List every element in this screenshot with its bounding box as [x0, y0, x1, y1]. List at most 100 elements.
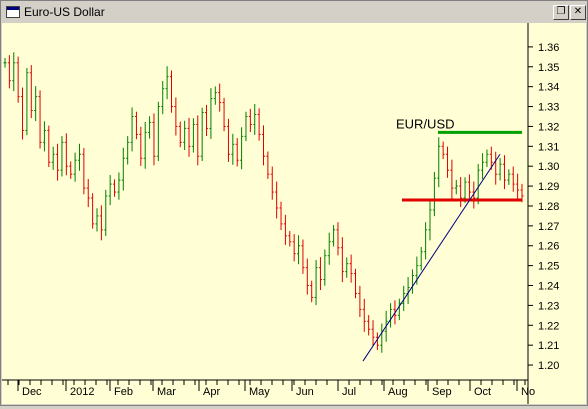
price-bar — [314, 259, 318, 306]
price-bar — [16, 56, 20, 103]
price-bar — [502, 155, 506, 190]
price-bar — [21, 87, 25, 140]
price-bar — [354, 268, 358, 299]
y-axis: 1.20 1.21 1.22 1.23 1.24 1.25 1.26 1.27 1.28 1.29… — [528, 42, 559, 372]
price-bar — [367, 315, 371, 336]
y-tick-label: 1.32 — [538, 121, 559, 133]
y-tick-label: 1.26 — [538, 241, 559, 253]
price-bar — [104, 189, 108, 237]
price-bar — [432, 171, 436, 217]
y-tick-label: 1.22 — [538, 320, 559, 332]
x-tick-label: Dec — [22, 386, 42, 398]
x-tick-label: No — [521, 386, 535, 398]
price-bar — [156, 101, 160, 162]
price-bar — [108, 175, 112, 206]
price-bar — [481, 153, 485, 180]
price-bar — [205, 104, 209, 137]
price-bar — [240, 127, 244, 170]
y-tick-label: 1.23 — [538, 300, 559, 312]
price-bar — [485, 149, 489, 167]
chart-area: EUR/USD 1.20 1.21 1.22 1.23 1.24 1.25 1.26 1.27… — [2, 23, 586, 404]
price-bar — [25, 67, 29, 136]
x-tick-label: Mar — [157, 386, 176, 398]
x-axis: Dec 2012 Feb Mar Apr May Jun Jul Aug Sep Oct No — [7, 380, 535, 398]
price-bar — [516, 173, 520, 201]
restore-button[interactable]: ❐ — [553, 5, 569, 20]
price-bar — [288, 231, 292, 247]
price-bar — [253, 103, 257, 135]
price-bar — [345, 257, 349, 278]
price-bar — [174, 97, 178, 136]
price-bar — [7, 55, 11, 89]
price-bar — [38, 90, 42, 149]
price-bar — [117, 172, 121, 200]
price-bar — [318, 257, 322, 291]
price-bar — [47, 125, 51, 167]
price-bar — [73, 152, 77, 182]
price-bar — [82, 148, 86, 195]
price-bar — [332, 225, 336, 247]
price-bar — [148, 116, 152, 139]
y-tick-label: 1.31 — [538, 141, 559, 153]
price-bar — [292, 234, 296, 262]
price-bar — [51, 146, 55, 170]
trend-line — [362, 153, 501, 362]
price-bar — [196, 115, 200, 166]
price-bar — [152, 113, 156, 166]
price-bars — [3, 52, 524, 353]
price-bar — [130, 107, 134, 152]
price-bar — [428, 199, 432, 241]
price-bar — [340, 237, 344, 283]
price-bar — [178, 121, 182, 148]
price-bar — [380, 323, 384, 353]
price-bar — [450, 159, 454, 199]
price-bar — [56, 143, 60, 181]
price-bar — [12, 52, 16, 92]
price-bar — [454, 179, 458, 195]
price-bar — [95, 208, 99, 232]
price-bar — [161, 81, 165, 115]
price-bar — [494, 151, 498, 185]
price-bar — [231, 133, 235, 165]
price-bar — [476, 163, 480, 205]
y-tick-label: 1.21 — [538, 340, 559, 352]
price-bar — [279, 201, 283, 231]
y-tick-label: 1.24 — [538, 281, 559, 293]
y-tick-label: 1.36 — [538, 42, 559, 54]
price-bar — [69, 161, 73, 179]
chart-window-icon[interactable] — [6, 6, 20, 18]
price-bar — [459, 177, 463, 208]
price-bar — [29, 65, 33, 119]
price-bar — [489, 146, 493, 170]
price-bar — [257, 108, 261, 141]
close-button[interactable]: ✕ — [570, 5, 586, 20]
price-bar — [467, 174, 471, 200]
price-bar — [244, 111, 248, 142]
price-bar — [270, 166, 274, 200]
price-bar — [222, 97, 226, 132]
price-bar — [275, 181, 279, 219]
price-bar — [283, 214, 287, 245]
price-bar — [424, 222, 428, 260]
price-bar — [143, 121, 147, 169]
price-bar — [134, 111, 138, 140]
price-bar — [187, 117, 191, 157]
price-bar — [397, 298, 401, 321]
price-bar — [437, 137, 441, 188]
price-bar — [91, 193, 95, 229]
price-bar — [419, 246, 423, 271]
price-bar — [507, 169, 511, 185]
price-bar — [305, 258, 309, 295]
title-bar[interactable]: Euro-US Dollar ❐ ✕ — [2, 2, 586, 22]
y-tick-label: 1.29 — [538, 181, 559, 193]
price-bar — [226, 118, 230, 162]
x-tick-label: Jun — [296, 386, 314, 398]
y-tick-label: 1.25 — [538, 261, 559, 273]
price-bar — [169, 70, 173, 113]
price-chart: EUR/USD 1.20 1.21 1.22 1.23 1.24 1.25 1.26 1.27… — [2, 23, 559, 404]
price-bar — [213, 86, 217, 105]
x-tick-label: Apr — [203, 386, 220, 398]
price-bar — [183, 120, 187, 150]
price-bar — [99, 205, 103, 241]
